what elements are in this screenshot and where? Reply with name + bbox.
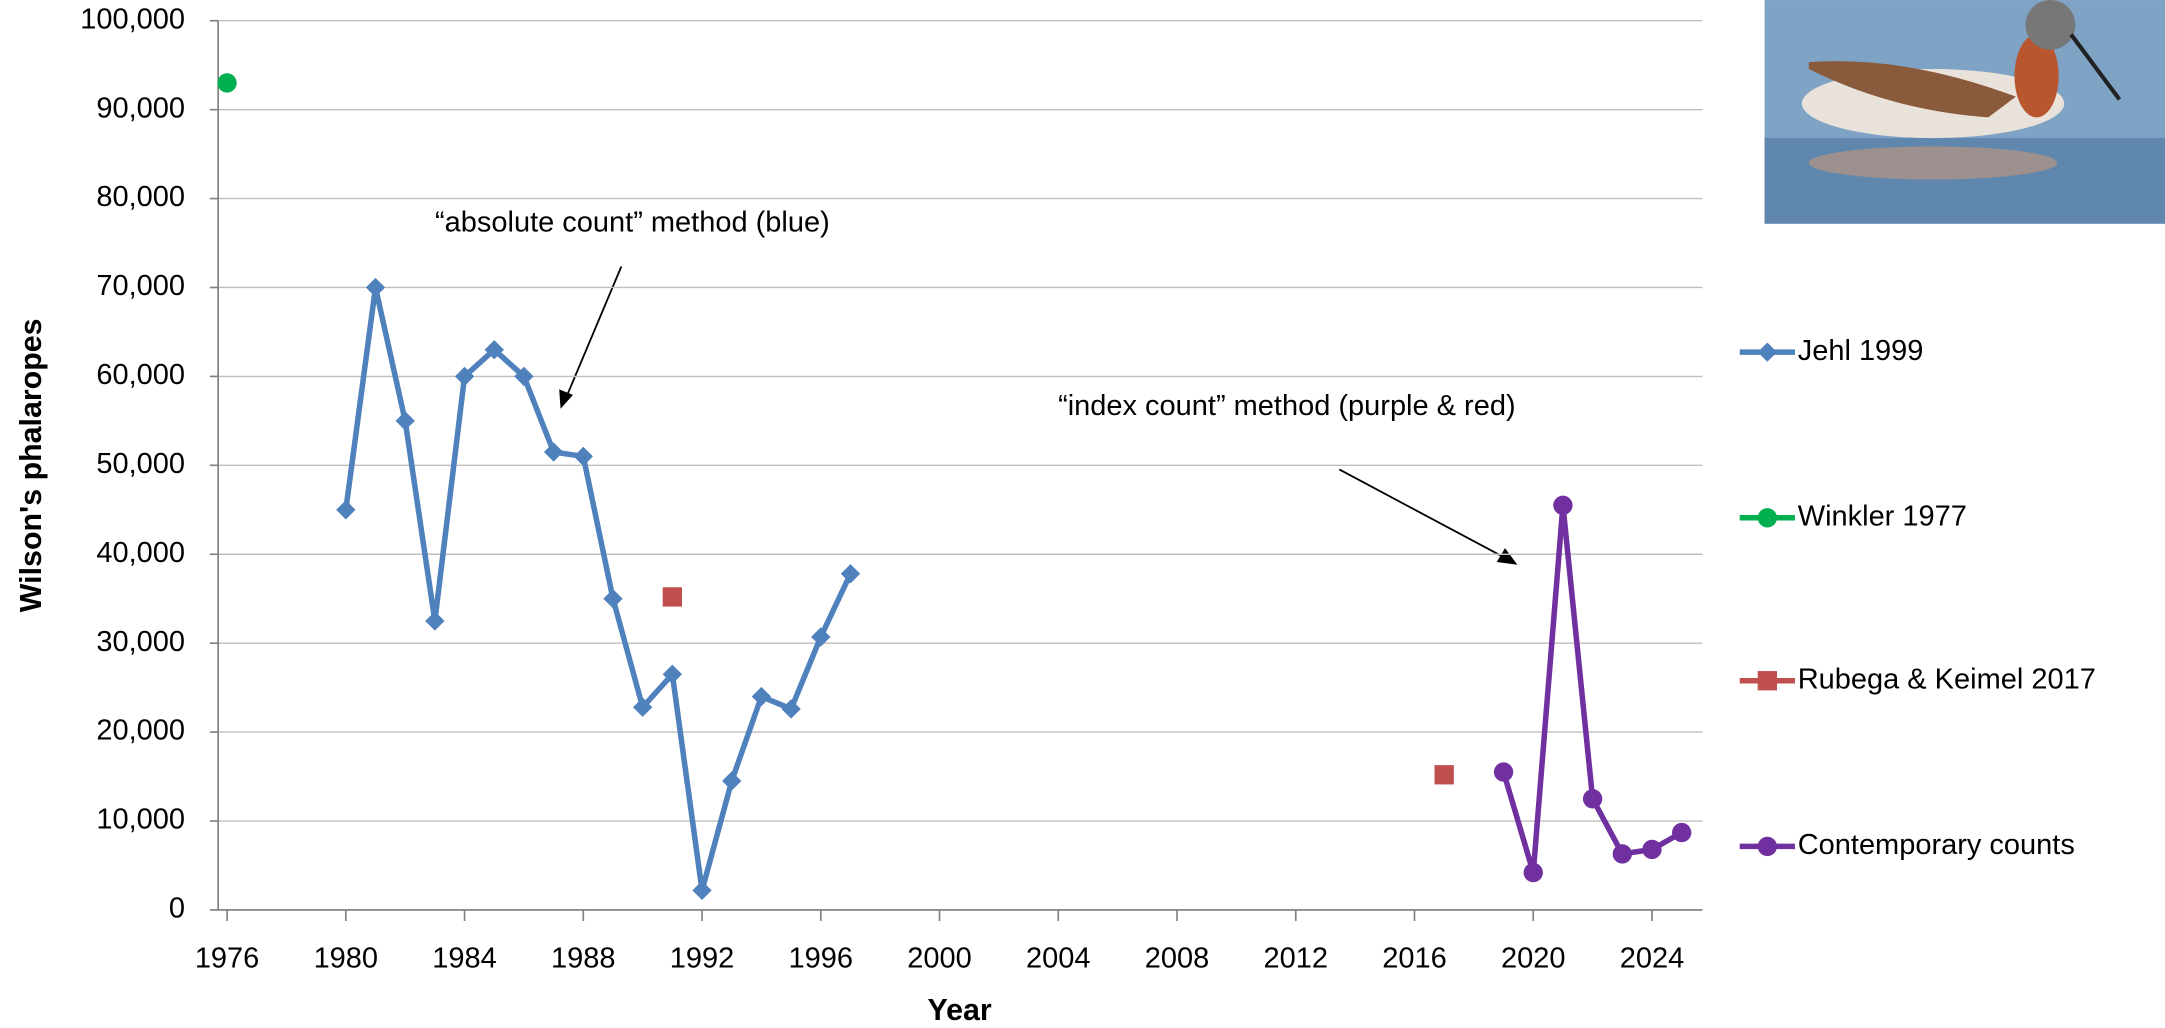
x-tick-label: 2000 (907, 942, 971, 974)
data-point (543, 442, 564, 462)
x-tick-label: 1980 (314, 942, 378, 974)
legend-label: Rubega & Keimel 2017 (1798, 663, 2096, 695)
x-tick-label: 2024 (1620, 942, 1684, 974)
data-point (425, 611, 445, 631)
series-line (1500, 502, 1684, 876)
data-point (1642, 839, 1662, 860)
y-tick-label: 60,000 (96, 359, 185, 391)
data-point (1434, 765, 1454, 785)
y-tick-label: 80,000 (96, 181, 185, 213)
data-point (1493, 762, 1514, 782)
annotation: “absolute count” method (blue) (435, 206, 830, 238)
series-line (343, 284, 853, 894)
data-point (1523, 862, 1543, 883)
photo (1764, 0, 2165, 224)
x-tick-label: 2008 (1145, 942, 1209, 974)
x-tick-label: 2016 (1382, 942, 1446, 974)
data-point (603, 589, 623, 609)
data-point (217, 73, 237, 93)
y-axis-label: Wilson's phalaropes (15, 318, 48, 612)
y-tick-label: 30,000 (96, 626, 185, 658)
x-tick-label: 2012 (1264, 942, 1328, 974)
y-tick-label: 20,000 (96, 715, 185, 747)
data-point (573, 446, 593, 467)
x-tick-label: 1992 (670, 942, 734, 974)
legend-label: Jehl 1999 (1798, 335, 1924, 367)
y-tick-label: 40,000 (96, 537, 185, 569)
legend-marker (1757, 671, 1778, 691)
y-tick-label: 50,000 (96, 448, 185, 480)
data-point (1553, 495, 1573, 516)
legend-marker (1757, 836, 1778, 857)
legend-marker (1757, 342, 1778, 362)
x-tick-label: 1976 (195, 942, 259, 974)
y-tick-label: 90,000 (96, 92, 185, 124)
x-tick-label: 1988 (551, 942, 615, 974)
y-tick-label: 70,000 (96, 270, 185, 302)
y-tick-label: 10,000 (96, 804, 185, 836)
data-point (484, 340, 504, 360)
y-tick-label: 0 (169, 893, 185, 925)
data-point (1672, 822, 1692, 843)
data-point (1582, 789, 1603, 809)
data-point (365, 277, 386, 298)
legend-label: Winkler 1977 (1798, 500, 1967, 532)
data-point (662, 587, 683, 607)
data-point (454, 366, 475, 387)
data-point (781, 699, 801, 719)
data-point (840, 564, 861, 584)
data-point (692, 880, 712, 901)
x-axis-label: Year (928, 994, 992, 1027)
x-tick-label: 2020 (1501, 942, 1565, 974)
x-tick-label: 1984 (432, 942, 496, 974)
data-point (336, 500, 356, 520)
data-point (722, 771, 742, 791)
legend-marker (1757, 508, 1778, 528)
data-point (1612, 844, 1632, 864)
legend-label: Contemporary counts (1798, 829, 2075, 861)
data-point (751, 686, 772, 707)
y-tick-label: 100,000 (80, 3, 185, 35)
x-tick-label: 2004 (1026, 942, 1090, 974)
data-point (395, 411, 415, 431)
annotation: “index count” method (purple & red) (1058, 390, 1516, 422)
data-point (633, 697, 653, 717)
x-tick-label: 1996 (789, 942, 853, 974)
